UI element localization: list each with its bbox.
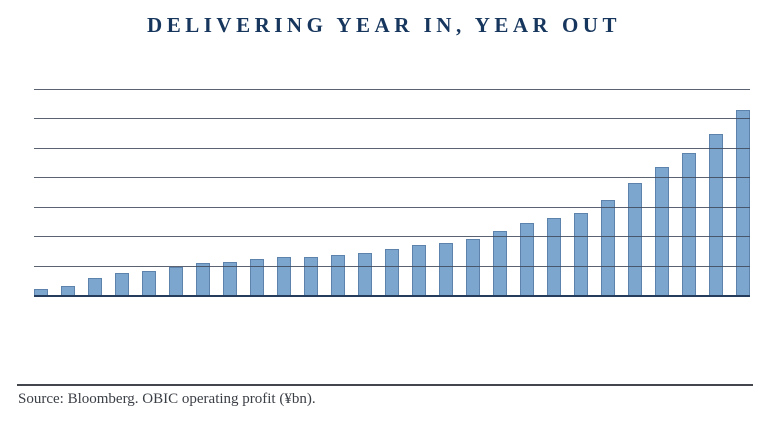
bar	[331, 254, 345, 296]
bar	[682, 152, 696, 296]
bars-layer	[34, 90, 750, 296]
bar	[304, 256, 318, 296]
bar	[493, 230, 507, 296]
bar	[736, 109, 750, 296]
bar	[628, 183, 642, 296]
bar	[574, 213, 588, 296]
bar	[385, 249, 399, 296]
bar	[412, 244, 426, 296]
chart-title: DELIVERING YEAR IN, YEAR OUT	[147, 13, 621, 37]
bar	[196, 262, 210, 296]
bar	[34, 288, 48, 296]
bar	[655, 167, 669, 296]
bar	[250, 258, 264, 296]
bar	[115, 273, 129, 296]
bar	[223, 261, 237, 296]
bar	[439, 242, 453, 296]
plot-area	[34, 89, 750, 297]
source-note: Source: Bloomberg. OBIC operating profit…	[18, 391, 316, 407]
bar	[466, 238, 480, 296]
bar	[61, 286, 75, 296]
x-axis-line	[34, 295, 750, 297]
bar	[142, 271, 156, 296]
footer-divider	[17, 384, 753, 386]
bar	[709, 134, 723, 296]
bar	[88, 278, 102, 296]
bar	[547, 217, 561, 296]
bar	[601, 200, 615, 296]
bar	[520, 223, 534, 296]
bar	[277, 257, 291, 296]
bar	[358, 252, 372, 296]
bar	[169, 266, 183, 296]
